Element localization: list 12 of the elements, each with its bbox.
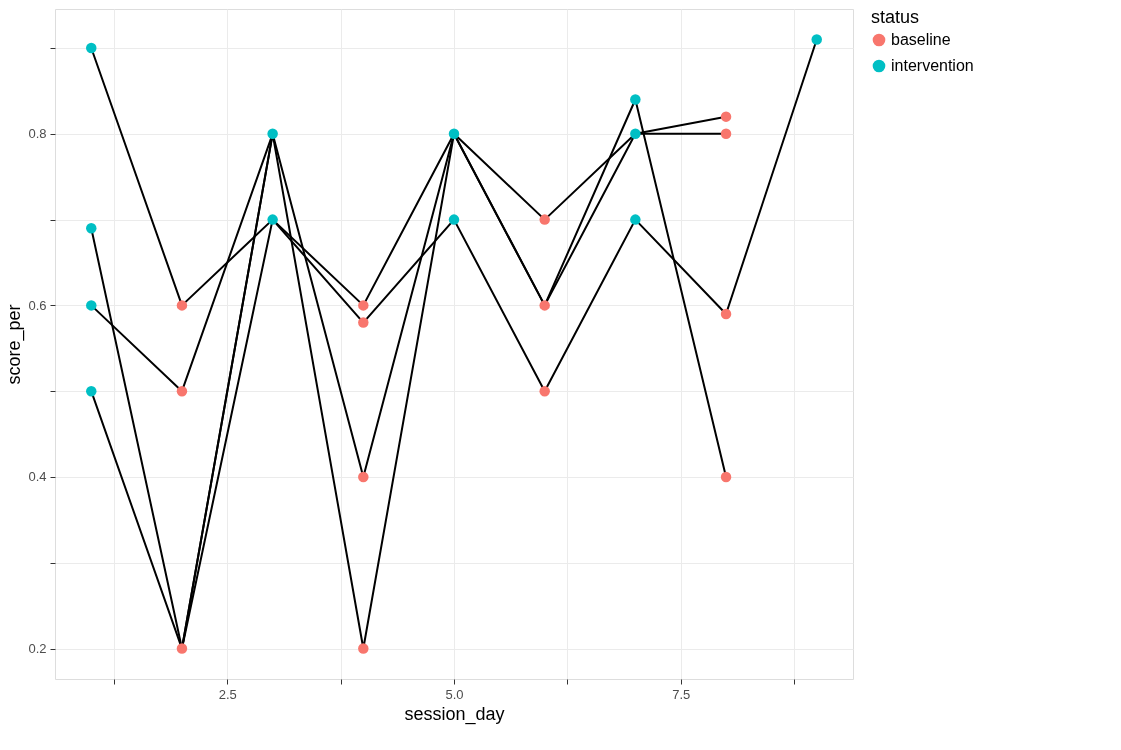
y-tick-label: 0.8: [28, 126, 47, 142]
x-axis-title: session_day: [404, 703, 505, 725]
x-tick-label: 2.5: [218, 686, 237, 702]
legend-title: status: [871, 7, 920, 27]
x-tick-label: 7.5: [672, 686, 691, 702]
legend-label: intervention: [891, 57, 974, 74]
y-tick-label: 0.2: [28, 641, 47, 657]
y-axis-title: score_per: [4, 304, 26, 385]
x-tick-label: 5.0: [445, 686, 464, 702]
legend-label: baseline: [891, 31, 951, 48]
y-tick-label: 0.6: [28, 297, 47, 313]
y-tick-label: 0.4: [28, 469, 47, 485]
